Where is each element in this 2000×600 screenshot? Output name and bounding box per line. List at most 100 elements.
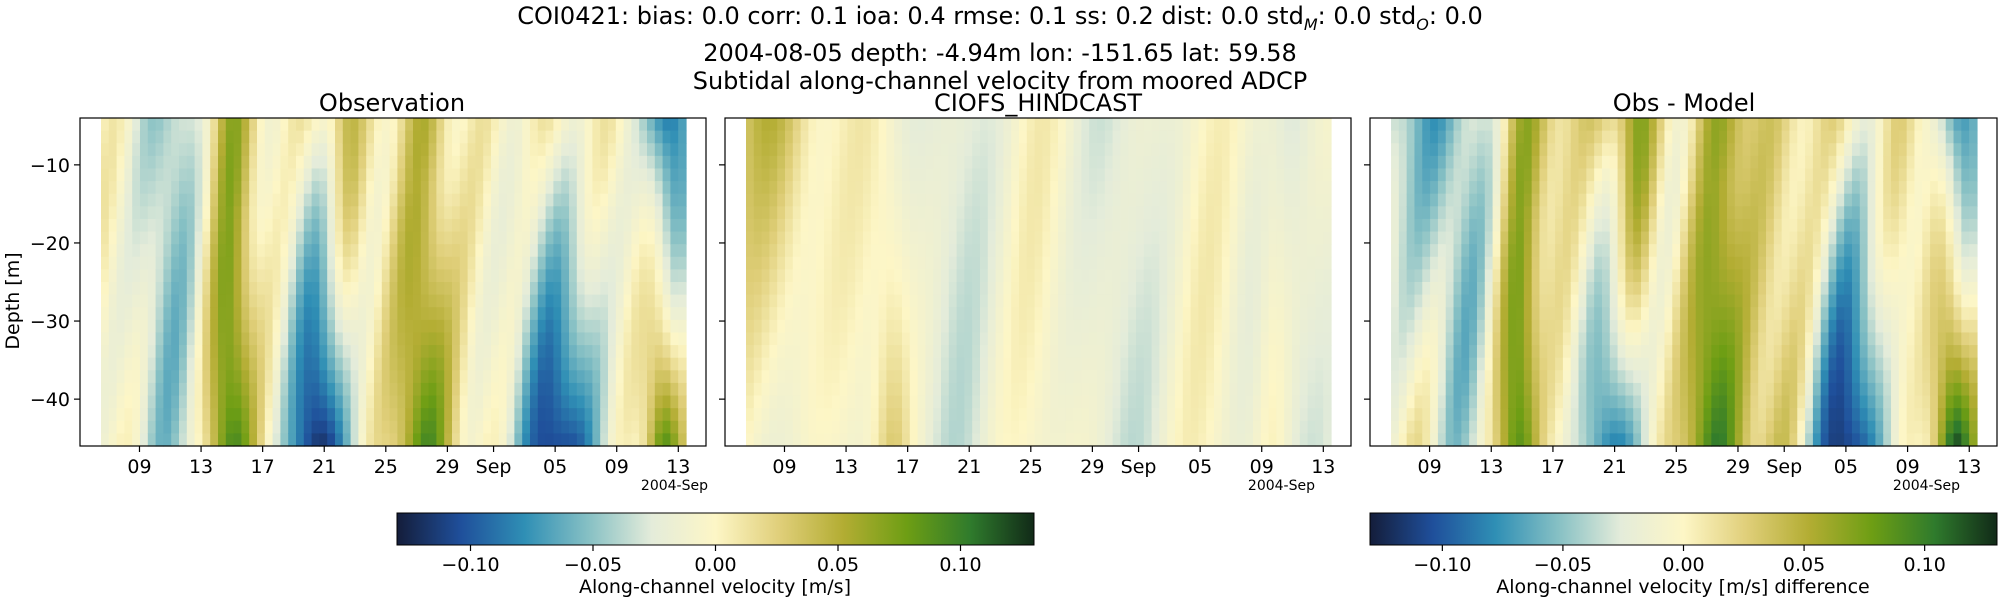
heatmap-cell (1268, 168, 1277, 182)
heatmap-cell (1190, 143, 1199, 157)
heatmap-cell (202, 332, 211, 346)
heatmap-cell (839, 168, 848, 182)
heatmap-cell (1159, 408, 1168, 422)
heatmap-cell (839, 307, 848, 321)
heatmap-cell (1398, 345, 1408, 359)
heatmap-cell (1601, 307, 1611, 321)
heatmap-cell (101, 319, 110, 334)
heatmap-cell (1570, 345, 1580, 359)
heatmap-cell (623, 307, 632, 321)
heatmap-cell (948, 218, 958, 233)
heatmap-cell (108, 294, 118, 308)
heatmap-cell (631, 269, 640, 283)
heatmap-cell (1081, 433, 1090, 447)
heatmap-cell (678, 206, 687, 220)
heatmap-cell (1190, 269, 1199, 283)
heatmap-cell (1175, 168, 1184, 182)
heatmap-cell (1268, 256, 1277, 270)
heatmap-cell (753, 420, 763, 434)
heatmap-cell (1469, 206, 1478, 220)
heatmap-cell (1687, 294, 1697, 308)
heatmap-cell (514, 420, 523, 434)
heatmap-cell (335, 332, 344, 346)
heatmap-cell (1003, 244, 1012, 258)
heatmap-cell (1461, 155, 1470, 170)
heatmap-cell (1562, 218, 1572, 233)
heatmap-cell (576, 118, 586, 132)
heatmap-cell (1245, 307, 1254, 321)
heatmap-cell (101, 345, 110, 359)
heatmap-cell (831, 130, 841, 144)
heatmap-cell (1680, 155, 1689, 170)
heatmap-cell (777, 118, 786, 132)
heatmap-cell (1625, 294, 1634, 308)
heatmap-cell (1167, 319, 1176, 334)
heatmap-cell (1112, 181, 1121, 195)
heatmap-cell (917, 294, 926, 308)
heatmap-cell (108, 370, 118, 384)
heatmap-cell (870, 294, 880, 308)
heatmap-cell (1445, 155, 1455, 170)
heatmap-cell (1492, 118, 1502, 132)
heatmap-cell (639, 370, 648, 384)
heatmap-cell (831, 319, 841, 334)
heatmap-cell (933, 155, 942, 170)
heatmap-cell (894, 282, 903, 296)
heatmap-cell (600, 345, 609, 359)
heatmap-cell (909, 395, 919, 409)
heatmap-cell (1500, 332, 1509, 346)
heatmap-cell (1680, 206, 1689, 220)
heatmap-cell (444, 256, 453, 270)
heatmap-cell (746, 118, 755, 132)
heatmap-cell (374, 357, 383, 371)
heatmap-cell (498, 332, 508, 346)
heatmap-cell (241, 307, 250, 321)
heatmap-cell (1268, 218, 1277, 233)
heatmap-cell (1323, 231, 1332, 245)
heatmap-cell (530, 168, 539, 182)
heatmap-cell (264, 244, 274, 258)
heatmap-cell (894, 332, 903, 346)
heatmap-cell (1003, 294, 1012, 308)
heatmap-cell (1058, 332, 1067, 346)
heatmap-cell (1097, 168, 1106, 182)
heatmap-cell (506, 408, 515, 422)
heatmap-cell (1284, 218, 1293, 233)
heatmap-cell (808, 168, 817, 182)
heatmap-cell (1445, 294, 1455, 308)
heatmap-cell (1245, 382, 1254, 397)
heatmap-cell (1430, 357, 1439, 371)
heatmap-cell (592, 231, 601, 245)
heatmap-cell (831, 307, 841, 321)
heatmap-cell (280, 319, 289, 334)
heatmap-cell (1570, 256, 1580, 270)
heatmap-cell (1299, 433, 1309, 447)
heatmap-cell (1476, 382, 1486, 397)
heatmap-cell (1641, 193, 1650, 207)
heatmap-cell (1516, 408, 1525, 422)
heatmap-cell (995, 307, 1004, 321)
heatmap-cell (816, 231, 825, 245)
heatmap-cell (785, 307, 794, 321)
heatmap-cell (397, 269, 406, 283)
heatmap-cell (956, 231, 965, 245)
heatmap-cell (1175, 193, 1184, 207)
heatmap-cell (327, 155, 336, 170)
stats-line: COI0421: bias: 0.0 corr: 0.1 ioa: 0.4 rm… (517, 2, 1483, 34)
heatmap-cell (202, 143, 211, 157)
heatmap-cell (1695, 269, 1705, 283)
heatmap-cell (1398, 206, 1408, 220)
heatmap-cell (647, 130, 656, 144)
heatmap-cell (1672, 181, 1681, 195)
heatmap-cell (948, 433, 958, 447)
heatmap-cell (1453, 244, 1462, 258)
heatmap-cell (1500, 370, 1509, 384)
heatmap-cell (319, 206, 328, 220)
heatmap-cell (1437, 357, 1447, 371)
heatmap-cell (878, 181, 887, 195)
heatmap-cell (1414, 168, 1423, 182)
heatmap-cell (514, 382, 523, 397)
heatmap-cell (1198, 244, 1207, 258)
heatmap-cell (1159, 130, 1168, 144)
heatmap-cell (592, 168, 601, 182)
